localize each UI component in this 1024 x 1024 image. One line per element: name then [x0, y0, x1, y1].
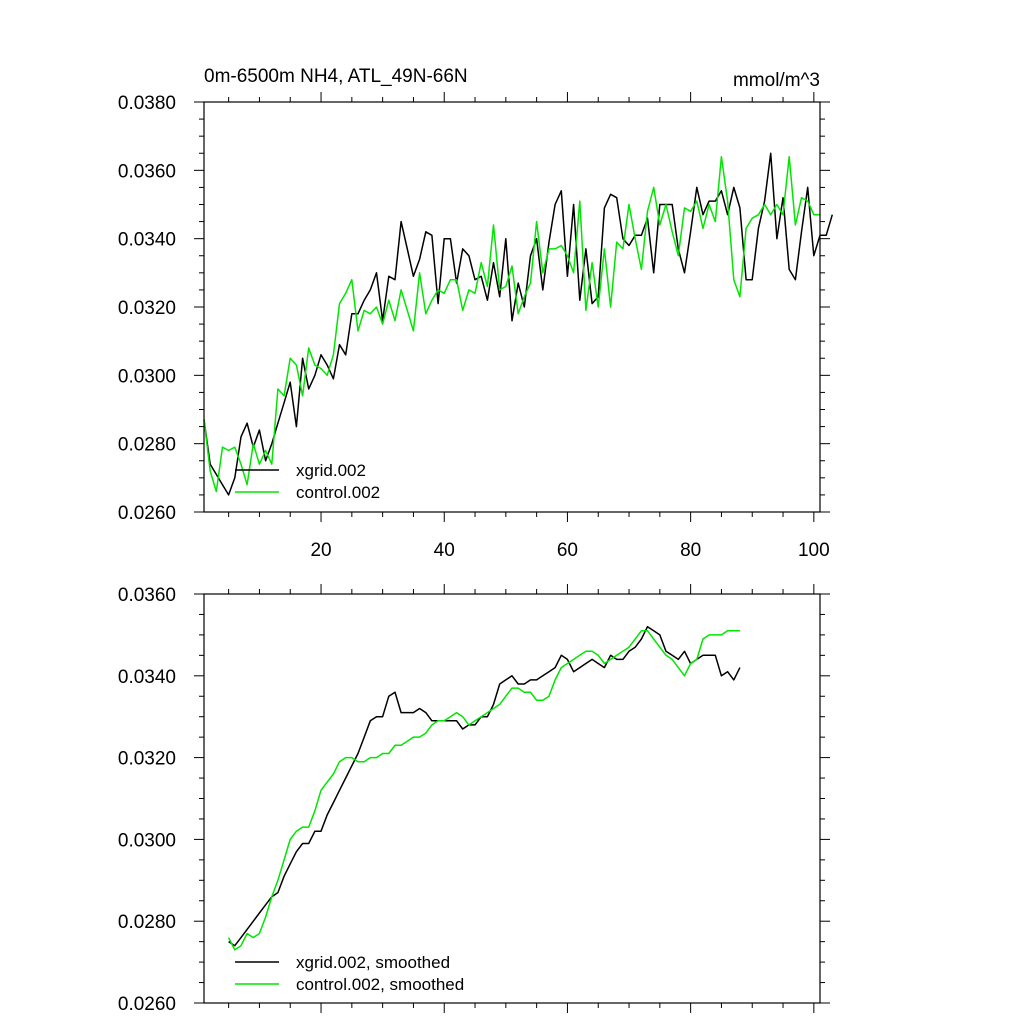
legend-label-xgrid: xgrid.002 — [296, 461, 366, 480]
top-panel: 0m-6500m NH4, ATL_49N-66N mmol/m^3 20 40 6… — [118, 66, 834, 561]
x-tick-label: 20 — [310, 540, 331, 561]
series-line-0 — [228, 625, 741, 947]
top-panel-series — [203, 152, 834, 496]
y-tick-label: 0.0320 — [118, 298, 176, 319]
y-tick-label: 0.0280 — [118, 912, 176, 933]
top-panel-title: 0m-6500m NH4, ATL_49N-66N — [204, 66, 468, 87]
series-line-1 — [227, 630, 740, 951]
y-tick-label: 0.0300 — [118, 366, 176, 387]
y-tick-label: 0.0360 — [118, 161, 176, 182]
legend-label-control-smoothed: control.002, smoothed — [296, 975, 464, 994]
x-tick-label: 40 — [434, 540, 455, 561]
y-tick-label: 0.0360 — [118, 585, 176, 606]
top-panel-legend: xgrid.002 control.002 — [235, 461, 380, 502]
legend-label-control: control.002 — [296, 483, 380, 502]
y-tick-label: 0.0380 — [118, 93, 176, 114]
top-panel-units: mmol/m^3 — [733, 70, 820, 91]
bottom-panel-axes: 0.0260 0.0280 0.0300 0.0320 0.0340 0.0360 — [118, 584, 830, 1015]
bottom-panel: 0.0260 0.0280 0.0300 0.0320 0.0340 0.0360 xgr… — [118, 584, 830, 1015]
y-tick-label: 0.0300 — [118, 830, 176, 851]
top-panel-axes: 20 40 60 80 100 0.0260 0.0280 0.0300 0.0320 0.034… — [118, 92, 830, 561]
y-tick-label: 0.0320 — [118, 749, 176, 770]
y-tick-label: 0.0340 — [118, 667, 176, 688]
bottom-panel-legend: xgrid.002, smoothed control.002, smoothe… — [235, 953, 464, 994]
legend-label-xgrid-smoothed: xgrid.002, smoothed — [296, 953, 450, 972]
x-tick-label: 60 — [557, 540, 578, 561]
y-tick-label: 0.0260 — [118, 994, 176, 1015]
plot-frame — [203, 101, 821, 513]
x-tick-label: 80 — [680, 540, 701, 561]
x-tick-label: 100 — [798, 540, 830, 561]
plot-frame — [203, 593, 821, 1004]
series-line-1 — [203, 155, 820, 493]
y-tick-label: 0.0340 — [118, 230, 176, 251]
y-tick-label: 0.0280 — [118, 435, 176, 456]
series-line-0 — [203, 152, 834, 496]
bottom-panel-series — [227, 625, 741, 951]
y-tick-label: 0.0260 — [118, 503, 176, 524]
